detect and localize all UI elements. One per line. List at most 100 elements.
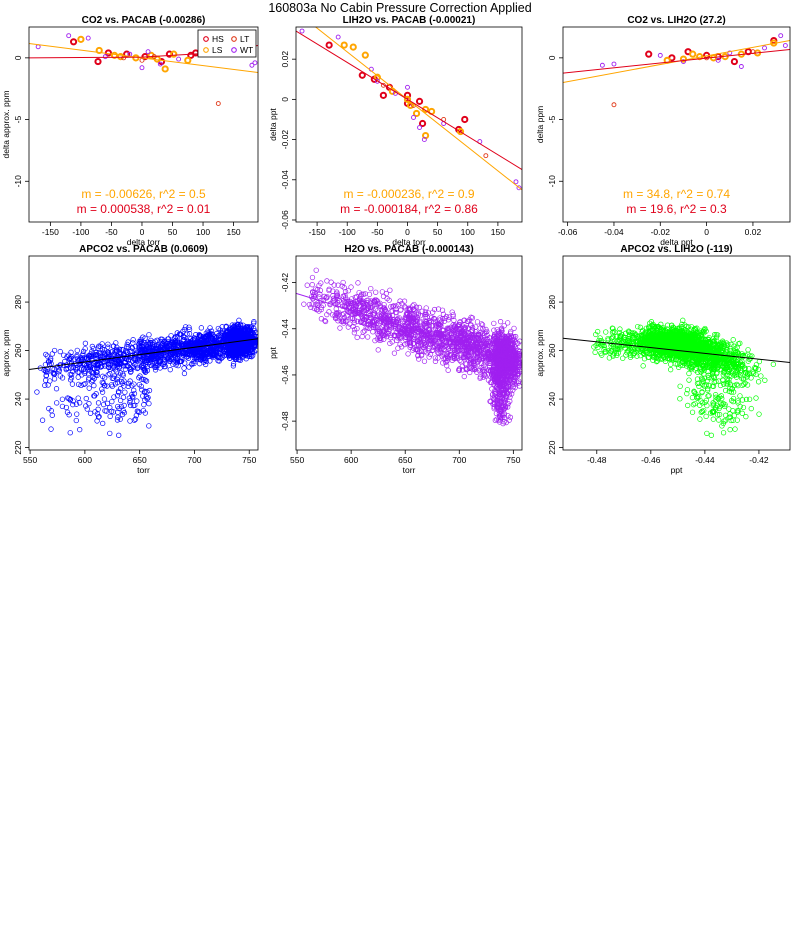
data-point (123, 348, 129, 354)
data-point (495, 339, 501, 345)
data-point (406, 337, 412, 343)
data-point (102, 408, 108, 414)
data-point-lt (483, 153, 489, 159)
data-point (441, 356, 447, 362)
data-point (336, 297, 343, 304)
data-point-wt (102, 54, 108, 60)
data-point (467, 369, 473, 376)
data-point (106, 350, 112, 356)
data-point (175, 362, 181, 369)
data-point (108, 358, 114, 365)
data-point (113, 340, 119, 346)
fit-line (314, 27, 522, 191)
data-point-wt (405, 84, 410, 90)
data-point (496, 328, 502, 334)
x-axis-label: delta torr (392, 237, 426, 247)
data-point (100, 373, 106, 379)
data-point (99, 346, 106, 352)
data-point (200, 351, 206, 357)
data-point (351, 330, 358, 336)
data-point (504, 390, 511, 396)
data-point (480, 343, 486, 350)
data-point (460, 331, 466, 338)
data-point (133, 349, 140, 355)
data-point (127, 369, 134, 375)
data-point (114, 392, 121, 399)
data-point-wt (715, 57, 721, 63)
data-point (86, 385, 92, 391)
data-point (510, 363, 517, 369)
data-point (201, 359, 207, 365)
data-point (236, 332, 242, 339)
data-point (414, 315, 421, 321)
x-tick-label: 50 (433, 227, 443, 237)
data-point (96, 343, 102, 349)
data-point (230, 363, 237, 369)
data-point (426, 348, 432, 354)
data-point (207, 358, 213, 364)
x-tick-label: 100 (461, 227, 475, 237)
y-axis-label: ppt (268, 346, 278, 358)
data-point (212, 349, 219, 355)
data-point (354, 318, 361, 325)
data-point (181, 337, 187, 343)
y-tick-label: -0.44 (280, 319, 290, 339)
panel-title: APCO2 vs. PACAB (0.0609) (79, 244, 208, 255)
data-point (180, 350, 187, 356)
data-point (438, 330, 444, 337)
data-point (95, 362, 101, 368)
data-point (402, 336, 409, 342)
data-point (449, 309, 455, 315)
data-point (73, 401, 80, 407)
data-point (321, 293, 327, 300)
data-point (722, 412, 729, 418)
data-point (135, 408, 142, 415)
data-point (495, 404, 501, 410)
data-point (308, 304, 314, 311)
data-point (144, 396, 150, 402)
data-point (450, 312, 456, 318)
data-point-lt (611, 102, 617, 108)
data-point (428, 337, 434, 344)
legend-marker (203, 47, 209, 53)
data-point (431, 316, 438, 322)
data-point (120, 372, 126, 378)
data-point (142, 388, 148, 394)
data-point (462, 361, 469, 367)
data-point (111, 373, 118, 379)
data-point (42, 382, 48, 388)
data-point (409, 331, 415, 337)
data-point (496, 334, 502, 340)
data-point-wt (421, 137, 427, 143)
data-point (457, 319, 463, 326)
data-point (346, 309, 352, 316)
data-point (505, 320, 511, 326)
data-point (447, 351, 453, 358)
data-point-wt (738, 64, 744, 69)
data-point (507, 340, 514, 347)
data-point (368, 304, 374, 311)
plot-frame (28, 255, 259, 451)
data-point (165, 355, 171, 361)
data-point (500, 404, 506, 410)
data-point (184, 338, 191, 344)
data-point (436, 350, 442, 356)
data-point (503, 394, 510, 400)
data-point-wt (513, 179, 519, 185)
data-point-ls (161, 65, 169, 73)
data-point (358, 298, 365, 304)
data-point (393, 303, 399, 309)
data-point (352, 304, 359, 310)
data-point (99, 363, 105, 369)
panel-title: CO2 vs. PACAB (-0.00286) (82, 15, 206, 26)
plot-area (563, 317, 790, 438)
data-point (189, 341, 195, 347)
x-tick-label: -50 (105, 227, 118, 237)
regression-annotation: m = 0.000538, r^2 = 0.01 (77, 202, 211, 216)
data-point (730, 337, 736, 343)
data-point (222, 334, 229, 341)
x-tick-label: 150 (226, 227, 240, 237)
data-point (100, 420, 106, 427)
data-point (326, 287, 332, 294)
x-tick-label: 600 (78, 455, 92, 465)
